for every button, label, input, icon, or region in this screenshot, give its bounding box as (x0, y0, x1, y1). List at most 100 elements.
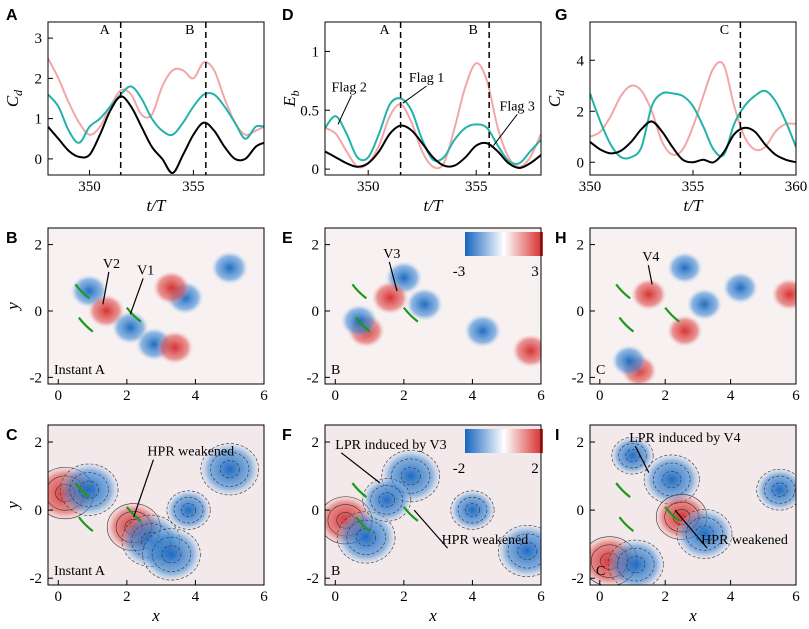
contour-line (59, 463, 119, 516)
panel-letter-b: B (6, 230, 18, 247)
y-axis-label: y (3, 501, 22, 511)
label-hpr-weakened-arrow (674, 509, 708, 549)
y-tick-label: 2 (35, 238, 43, 254)
flag-filament (351, 482, 368, 498)
contour-line (161, 545, 182, 564)
x-tick-label: 355 (182, 179, 205, 195)
positive-region (156, 330, 194, 365)
negative-region (606, 538, 666, 585)
flag-filament (354, 516, 371, 533)
x-tick-label: 0 (55, 589, 63, 605)
axes-frame (324, 227, 542, 385)
positive-region (667, 315, 703, 347)
inset-label: B (331, 363, 340, 378)
y-tick-label: 4 (577, 53, 585, 69)
panel-b: B Instant A V2 V1 0 2 4 6 -2 0 2 y (3, 227, 268, 404)
plot-c: Instant A HPR weakened 0 2 4 6 -2 0 2 x y (3, 424, 268, 625)
negative-region (642, 452, 702, 506)
x-tick-label: 0 (596, 388, 604, 404)
y-tick-label: 0 (577, 155, 585, 171)
flag-filament (615, 283, 631, 300)
plot-i: C LPR induced by V4 HPR weakened 0 2 4 6 -2 0 2 x (572, 424, 800, 625)
contour-line (617, 547, 655, 582)
y-tick-label: 1 (35, 112, 43, 128)
negative-region (449, 489, 496, 531)
contour-line (370, 485, 404, 515)
contour-line (607, 539, 664, 585)
x-axis-label: x (688, 606, 697, 625)
negative-region (496, 523, 541, 579)
contour-line (517, 542, 538, 560)
y-axis-label: Cd (545, 89, 567, 107)
flag-filament (618, 516, 635, 533)
panel-letter-h: H (555, 230, 567, 247)
plot-area (325, 425, 541, 585)
label-lpr-induced-by-v4: LPR induced by V4 (629, 431, 740, 446)
x-axis-label: x (151, 606, 160, 625)
label-v2: V2 (103, 257, 120, 272)
panel-e: E -3 3 B V3 0 2 4 6 -2 0 2 (282, 227, 545, 404)
y-tick-label: 2 (35, 435, 43, 451)
x-tick-label: 2 (661, 589, 669, 605)
label-hpr-weakened-arrow (413, 509, 449, 549)
axes-frame (589, 424, 797, 586)
x-tick-label: 350 (357, 179, 380, 195)
axes-frame (589, 227, 797, 385)
panel-i: I C LPR induced by V4 HPR weakened 0 2 4 6 -2 0 2… (555, 424, 800, 625)
label-lpr-induced-by-v3-arrow (340, 452, 381, 484)
x-tick-label: 6 (792, 589, 800, 605)
y-tick-label: 2 (312, 435, 320, 451)
x-axis-label: x (428, 606, 437, 625)
contour-line (764, 475, 796, 504)
plot-f: -2 2 B LPR induced by V3 HPR weakened 0 2 4 6 -2 0… (307, 424, 545, 625)
plot-h: C V4 0 2 4 6 -2 0 2 (572, 227, 800, 404)
x-tick-label: 6 (537, 589, 545, 605)
x-tick-label: 2 (400, 388, 408, 404)
negative-region (755, 467, 796, 512)
y-tick-label: 0.5 (300, 103, 319, 119)
label-hpr-weakened: HPR weakened (442, 533, 529, 548)
positive-region (771, 278, 796, 311)
flag-filament (618, 316, 635, 333)
annotation-flag-1: Flag 1 (409, 71, 444, 86)
flag-filament (664, 306, 680, 323)
series-line-black (590, 120, 796, 164)
inset-label: Instant A (54, 564, 106, 579)
negative-region (405, 287, 443, 322)
panel-letter-c: C (6, 427, 18, 444)
plot-area (48, 57, 264, 174)
y-tick-label: 0 (312, 304, 320, 320)
y-tick-label: 0 (312, 503, 320, 519)
x-axis-label: t/T (684, 196, 704, 215)
contour-line (676, 509, 733, 559)
contour-line (391, 458, 431, 494)
series-line-flag-1 (325, 97, 541, 165)
axes-frame (589, 21, 797, 176)
marker-label-b: B (468, 23, 477, 38)
contour-line (400, 467, 421, 485)
panel-letter-a: A (6, 7, 18, 24)
y-tick-label: -2 (30, 571, 43, 587)
x-tick-label: 4 (469, 589, 477, 605)
x-axis-label: t/T (147, 196, 167, 215)
plot-area (48, 425, 264, 585)
y-tick-label: -2 (572, 571, 585, 587)
label-hpr-weakened-arrow (133, 459, 154, 518)
positive-region (631, 278, 667, 311)
annotation-arrow (402, 85, 427, 104)
x-tick-label: 4 (727, 388, 735, 404)
label-v3-arrow (388, 261, 398, 292)
x-tick-label: 2 (400, 589, 408, 605)
contour-line (362, 478, 412, 522)
marker-label-c: C (720, 23, 729, 38)
negative-region (610, 435, 655, 476)
negative-region (686, 288, 723, 321)
annotation-arrow (337, 95, 352, 125)
panel-a: A A B 350 355 0 1 2 3 t/T Cd (3, 7, 265, 215)
colorbar-max-label: 3 (531, 264, 539, 280)
contour-line (79, 480, 100, 499)
label-v3: V3 (383, 247, 400, 262)
y-tick-label: 0 (577, 304, 585, 320)
contour-line (685, 517, 724, 551)
inset-label: Instant A (54, 363, 106, 378)
